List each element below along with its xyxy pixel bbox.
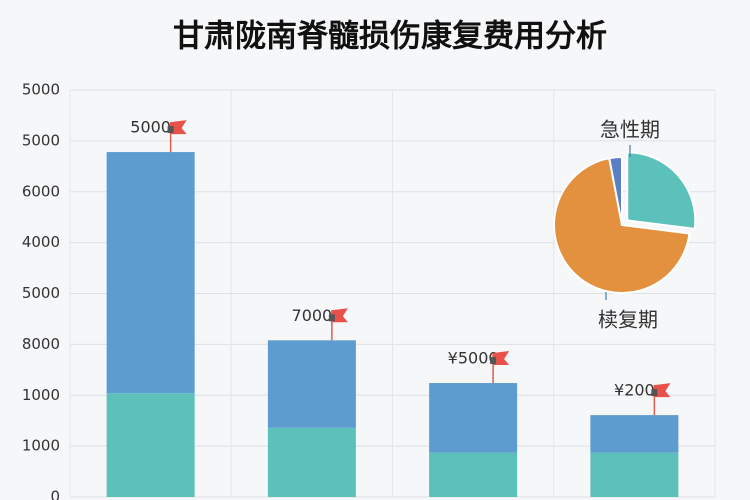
flag-knot bbox=[651, 389, 658, 397]
pie-slice bbox=[626, 151, 697, 231]
bar-segment bbox=[267, 427, 356, 497]
y-tick-label: 5000 bbox=[22, 81, 60, 99]
y-tick-label: 1000 bbox=[22, 437, 60, 455]
y-tick-label: 0 bbox=[50, 488, 60, 500]
flag-knot bbox=[490, 357, 497, 365]
chart-title: 甘肃陇南脊髓损伤康复费用分析 bbox=[173, 19, 607, 55]
bar-segment bbox=[590, 415, 679, 453]
y-tick-label: 1000 bbox=[22, 386, 60, 404]
bar-annotation: 7000 bbox=[292, 306, 333, 325]
pie-label: 椟复期 bbox=[598, 308, 658, 332]
bar-segment bbox=[267, 340, 356, 428]
pie-slice bbox=[608, 155, 623, 226]
flag-knot bbox=[167, 126, 174, 134]
flag-knot bbox=[328, 314, 335, 322]
bar-segment bbox=[429, 383, 518, 453]
bar-segment bbox=[590, 452, 679, 497]
bar-annotation: ¥200 bbox=[614, 381, 655, 400]
flag bbox=[331, 308, 348, 323]
bar-segment bbox=[429, 452, 518, 497]
y-tick-label: 5000 bbox=[22, 131, 60, 149]
flag bbox=[493, 351, 510, 366]
pie-label: 急性期 bbox=[600, 118, 660, 142]
pie-slice bbox=[553, 157, 691, 294]
bar-segment bbox=[106, 393, 195, 497]
y-tick-label: 8000 bbox=[22, 335, 60, 353]
y-tick-label: 6000 bbox=[22, 182, 60, 200]
flag bbox=[654, 383, 671, 398]
bar-annotation: 5000 bbox=[130, 118, 171, 137]
flag bbox=[170, 120, 187, 135]
y-tick-label: 5000 bbox=[22, 284, 60, 302]
y-tick-label: 4000 bbox=[22, 233, 60, 251]
bar-segment bbox=[106, 152, 195, 394]
bar-annotation: ¥5000 bbox=[448, 349, 499, 368]
